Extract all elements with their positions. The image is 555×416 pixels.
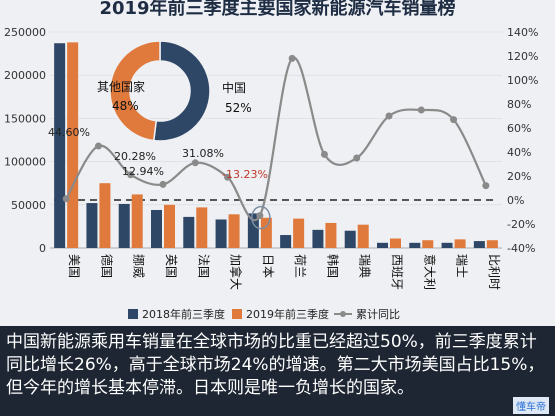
x-tick-label: 日本 xyxy=(261,254,275,278)
bar-2018 xyxy=(54,43,66,249)
growth-point xyxy=(482,182,490,190)
growth-point xyxy=(94,142,102,150)
growth-annotation: 44.60% xyxy=(48,126,90,139)
y-right-tick-label: 0% xyxy=(507,194,524,207)
y-left-tick-label: 250000 xyxy=(4,26,46,39)
watermark-logo: 懂车帝 xyxy=(513,397,549,414)
growth-point xyxy=(288,54,296,62)
x-tick-label: 挪威 xyxy=(132,254,146,278)
pie-slice-other xyxy=(109,40,161,142)
bar-2018 xyxy=(441,242,453,248)
x-tick-label: 美国 xyxy=(67,254,81,278)
pie-slice-china xyxy=(152,40,211,142)
japan-highlight-circle xyxy=(251,205,271,230)
growth-annotation: -13.23% xyxy=(222,168,268,181)
y-right-tick-label: 140% xyxy=(507,26,538,39)
bar-2018 xyxy=(118,203,130,248)
growth-point xyxy=(320,150,328,158)
legend-label: 2019年前三季度 xyxy=(246,307,329,321)
y-right-tick-label: 40% xyxy=(507,146,531,159)
y-right-tick-label: -20% xyxy=(507,218,535,231)
bar-2018 xyxy=(86,203,98,248)
bar-2019 xyxy=(228,214,240,248)
bar-2019 xyxy=(196,207,208,248)
growth-point xyxy=(256,212,264,220)
growth-point xyxy=(353,154,361,162)
bar-2018 xyxy=(377,242,388,248)
growth-point xyxy=(159,180,167,188)
legend-swatch xyxy=(232,309,242,319)
y-right-tick-label: 120% xyxy=(507,50,538,63)
y-right-tick-label: -40% xyxy=(507,242,535,255)
bar-2018 xyxy=(151,209,162,248)
x-tick-label: 意大利 xyxy=(422,254,437,290)
y-right-tick-label: 20% xyxy=(507,170,531,183)
y-left-tick-label: 100000 xyxy=(4,156,46,169)
y-right-tick-label: 60% xyxy=(507,122,531,135)
bar-2019 xyxy=(454,239,466,248)
legend-label: 累计同比 xyxy=(356,308,400,321)
x-tick-label: 荷兰 xyxy=(293,254,307,278)
chart-title: 2019年前三季度主要国家新能源汽车销量榜 xyxy=(99,0,456,19)
bar-2018 xyxy=(344,230,356,248)
bar-2019 xyxy=(131,194,143,248)
x-tick-label: 法国 xyxy=(196,254,210,278)
x-tick-label: 德国 xyxy=(99,254,114,278)
y-left-tick-label: 50000 xyxy=(11,199,46,212)
bar-2019 xyxy=(325,222,337,248)
x-tick-label: 瑞士 xyxy=(455,254,469,278)
pie-label-china: 中国 xyxy=(222,80,246,95)
bar-2018 xyxy=(247,213,259,248)
bar-2019 xyxy=(390,238,401,248)
x-tick-label: 西班牙 xyxy=(390,254,404,290)
bar-2019 xyxy=(422,240,434,248)
bar-2019 xyxy=(486,240,498,248)
legend-label: 2018年前三季度 xyxy=(142,307,225,321)
y-left-tick-label: 200000 xyxy=(4,69,46,82)
y-right-tick-label: 100% xyxy=(507,74,538,87)
x-tick-label: 加拿大 xyxy=(229,254,244,290)
x-tick-label: 韩国 xyxy=(325,254,340,278)
pie-pct-other: 48% xyxy=(112,99,139,113)
growth-annotation: 20.28% xyxy=(114,150,156,163)
y-right-tick-label: 80% xyxy=(507,98,531,111)
x-tick-label: 瑞典 xyxy=(358,254,372,278)
bar-2019 xyxy=(99,183,111,248)
bar-2019 xyxy=(260,217,272,248)
legend-swatch xyxy=(128,309,138,319)
bar-2018 xyxy=(409,242,421,248)
bar-2019 xyxy=(67,42,79,249)
caption-text: 中国新能源乘用车销量在全球市场的比重已经超过50%，前三季度累计同比增长26%，… xyxy=(6,332,545,398)
bar-2018 xyxy=(183,216,195,248)
growth-point xyxy=(385,112,393,120)
growth-point xyxy=(191,159,199,167)
growth-point xyxy=(62,195,70,203)
growth-line xyxy=(65,56,487,222)
caption-panel xyxy=(0,326,555,416)
y-left-tick-label: 0 xyxy=(39,242,46,255)
bar-2018 xyxy=(215,219,227,248)
y-left-tick-label: 150000 xyxy=(4,112,46,125)
x-tick-label: 比利时 xyxy=(487,254,501,290)
bar-2019 xyxy=(293,218,305,248)
bar-2019 xyxy=(357,224,369,248)
growth-point xyxy=(417,106,425,114)
growth-point xyxy=(450,116,458,124)
bar-2018 xyxy=(473,241,485,248)
bar-2018 xyxy=(312,229,324,248)
x-tick-label: 英国 xyxy=(164,254,178,278)
pie-label-other: 其他国家 xyxy=(97,79,145,94)
growth-point xyxy=(224,173,232,181)
bar-2019 xyxy=(164,204,175,248)
legend-swatch-dot xyxy=(340,311,346,317)
pie-pct-china: 52% xyxy=(225,101,252,115)
growth-point xyxy=(127,171,135,179)
bar-2018 xyxy=(280,235,292,248)
growth-annotation: 31.08% xyxy=(182,147,224,160)
growth-annotation: 12.94% xyxy=(122,165,164,178)
